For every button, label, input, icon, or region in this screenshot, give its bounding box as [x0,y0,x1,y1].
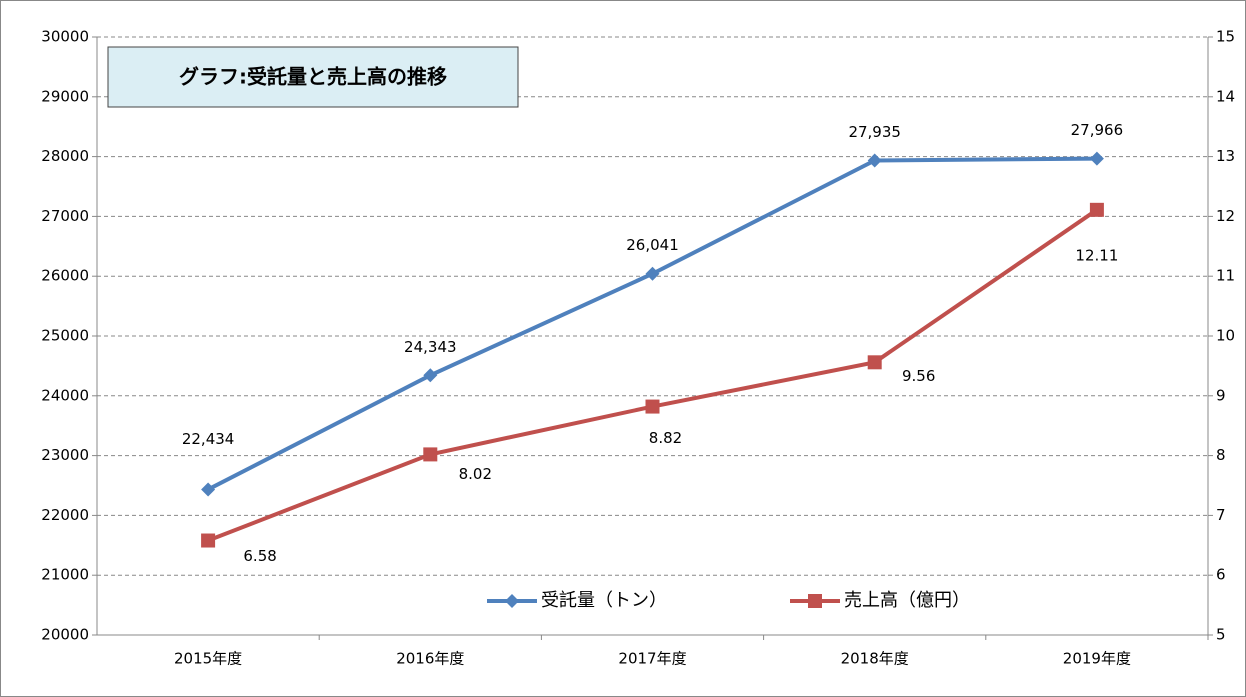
y-tick-label: 29000 [41,87,89,105]
data-label: 8.82 [649,429,682,447]
chart-title: グラフ:受託量と売上高の推移 [179,65,447,89]
y2-tick-label: 12 [1216,207,1235,225]
x-tick-label: 2016年度 [396,650,464,668]
data-point [867,355,882,370]
data-point [645,399,660,414]
y-tick-label: 28000 [41,147,89,165]
y-tick-label: 26000 [41,267,89,285]
data-point [1089,151,1104,166]
data-point [1089,202,1104,217]
data-label: 22,434 [182,430,235,448]
data-label: 12.11 [1075,246,1118,264]
y2-tick-label: 13 [1216,147,1235,165]
y-tick-label: 30000 [41,28,89,46]
y2-tick-label: 10 [1216,327,1235,345]
y2-tick-label: 11 [1216,267,1235,285]
data-label: 24,343 [404,338,457,356]
title-box [107,46,519,108]
data-label: 27,935 [848,123,901,141]
y2-tick-label: 15 [1216,28,1235,46]
y2-tick-label: 9 [1216,386,1226,404]
y-tick-label: 20000 [41,626,89,644]
x-tick-label: 2019年度 [1063,650,1131,668]
data-point [201,533,216,548]
data-point [423,447,438,462]
y-tick-label: 22000 [41,506,89,524]
data-point [201,482,216,497]
y2-tick-label: 14 [1216,87,1235,105]
data-point [645,266,660,281]
y-tick-label: 24000 [41,386,89,404]
y2-tick-label: 7 [1216,506,1226,524]
legend-label: 売上高（億円） [844,590,970,611]
legend-label: 受託量（トン） [541,590,667,611]
data-label: 8.02 [459,465,492,483]
data-label: 6.58 [243,547,276,565]
y2-tick-label: 5 [1216,626,1226,644]
y-tick-label: 23000 [41,446,89,464]
x-tick-label: 2015年度 [174,650,242,668]
legend-marker [505,594,519,608]
data-point [867,153,882,168]
y2-tick-label: 6 [1216,566,1226,584]
y-tick-label: 25000 [41,327,89,345]
y-tick-label: 21000 [41,566,89,584]
y-tick-label: 27000 [41,207,89,225]
data-point [423,368,438,383]
data-label: 26,041 [626,236,679,254]
x-tick-label: 2017年度 [618,650,686,668]
data-label: 9.56 [902,367,935,385]
y2-tick-label: 8 [1216,446,1226,464]
x-tick-label: 2018年度 [841,650,909,668]
legend-marker [808,594,822,608]
data-label: 27,966 [1071,121,1124,139]
